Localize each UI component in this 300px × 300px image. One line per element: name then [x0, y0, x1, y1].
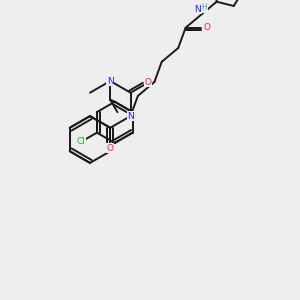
Text: O: O: [145, 78, 152, 87]
Text: N: N: [127, 112, 134, 121]
Text: N: N: [194, 4, 201, 14]
Text: O: O: [107, 144, 114, 153]
Text: Cl: Cl: [76, 137, 85, 146]
Text: O: O: [203, 23, 210, 32]
Text: N: N: [107, 76, 114, 85]
Text: H: H: [202, 3, 207, 12]
